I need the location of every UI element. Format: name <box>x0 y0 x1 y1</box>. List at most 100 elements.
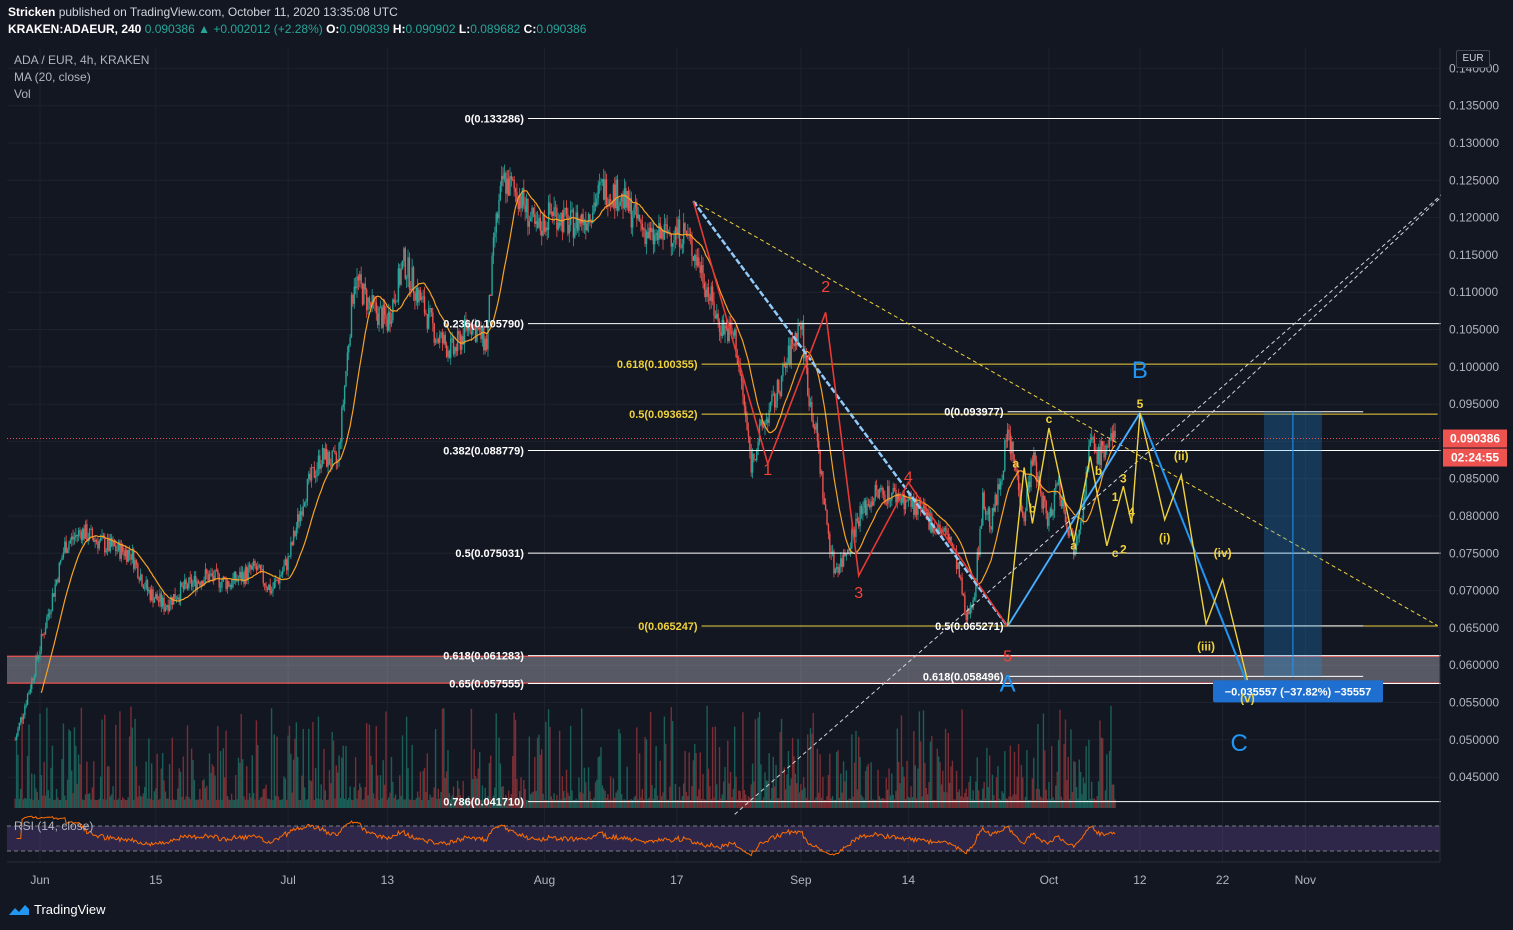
candle-body <box>1097 446 1100 464</box>
volume-bar <box>42 795 44 808</box>
candle-body <box>847 549 849 554</box>
candle-body <box>552 211 554 216</box>
volume-bar <box>137 796 139 808</box>
volume-bar <box>862 797 864 808</box>
volume-bar <box>509 797 511 808</box>
last-price-badge[interactable] <box>1443 429 1507 448</box>
volume-bar <box>796 783 798 808</box>
candle-body <box>374 301 376 303</box>
candle-body <box>200 581 202 586</box>
candle-body <box>226 581 229 589</box>
candle-body <box>509 176 511 196</box>
candle-body <box>397 268 400 302</box>
candle-body <box>609 199 612 201</box>
volume-bar <box>450 799 452 808</box>
price-tick-label: 0.080000 <box>1449 509 1499 523</box>
candle-body <box>975 583 977 598</box>
candle-body <box>466 324 468 331</box>
candle-body <box>152 589 154 603</box>
volume-bar <box>692 760 695 808</box>
volume-bar <box>761 799 763 808</box>
open-label: O: <box>326 22 340 36</box>
volume-bar <box>585 782 587 808</box>
candle-body <box>308 473 310 479</box>
candle-body <box>305 501 307 503</box>
candle-body <box>630 198 633 228</box>
candle-body <box>119 541 121 559</box>
candle-body <box>14 739 16 741</box>
candle-body <box>1063 500 1065 513</box>
candle-body <box>196 581 198 590</box>
candle-body <box>80 532 83 541</box>
volume-bar <box>574 799 576 808</box>
candle-body <box>813 427 816 430</box>
volume-bar <box>513 712 515 808</box>
volume-bar <box>217 726 219 808</box>
volume-bar <box>1092 798 1094 808</box>
footer-brand[interactable]: TradingView <box>8 902 106 917</box>
volume-bar <box>590 798 593 808</box>
volume-bar <box>592 799 594 808</box>
volume-bar <box>942 770 944 808</box>
candle-body <box>327 452 329 467</box>
volume-bar <box>1079 771 1082 808</box>
volume-bar <box>564 797 566 808</box>
candle-body <box>1104 451 1107 458</box>
candle-body <box>495 213 497 233</box>
candle-body <box>1103 445 1105 458</box>
candle-body <box>783 364 785 367</box>
candle-body <box>33 675 36 681</box>
candle-body <box>124 549 127 557</box>
publisher-name[interactable]: Stricken <box>8 5 56 19</box>
candle-body <box>812 420 814 428</box>
legend-ma[interactable]: MA (20, close) <box>14 70 91 84</box>
volume-bar <box>641 789 644 808</box>
volume-bar <box>408 799 411 808</box>
volume-bar <box>819 754 821 808</box>
volume-bar <box>739 790 741 808</box>
candle-body <box>914 498 916 515</box>
candle-body <box>113 541 116 547</box>
candle-body <box>1050 508 1053 516</box>
candle-body <box>40 633 43 651</box>
volume-bar <box>1045 789 1047 808</box>
measure-label-text: −0.035557 (−37.82%) −35557 <box>1225 686 1372 698</box>
volume-bar <box>567 792 569 808</box>
candle-body <box>829 533 831 552</box>
candle-body <box>557 222 559 230</box>
legend-rsi[interactable]: RSI (14, close) <box>14 819 94 833</box>
volume-bar <box>801 790 803 808</box>
volume-bar <box>1006 798 1009 808</box>
volume-bar <box>62 723 65 808</box>
legend-vol[interactable]: Vol <box>14 87 31 101</box>
volume-bar <box>36 791 38 808</box>
candle-body <box>583 221 586 226</box>
volume-bar <box>867 763 870 808</box>
volume-bar <box>1106 754 1108 808</box>
volume-bar <box>849 798 852 808</box>
candle-body <box>608 199 610 207</box>
volume-bar <box>43 761 45 808</box>
volume-bar <box>631 799 634 808</box>
volume-bar <box>1068 799 1071 808</box>
currency-badge[interactable]: EUR <box>1456 50 1490 68</box>
candle-body <box>947 534 950 542</box>
volume-bar <box>720 798 722 808</box>
candle-body <box>221 581 223 588</box>
volume-bar <box>1016 776 1018 808</box>
volume-bar <box>363 799 365 808</box>
candle-body <box>818 440 820 450</box>
volume-bar <box>305 799 307 808</box>
candle-body <box>1022 511 1024 516</box>
candle-body <box>991 507 994 530</box>
legend-title[interactable]: ADA / EUR, 4h, KRAKEN <box>14 53 150 67</box>
volume-bar <box>587 767 590 808</box>
candle-body <box>1024 511 1027 522</box>
candle-body <box>909 494 911 500</box>
volume-bar <box>361 799 364 808</box>
candle-body <box>354 286 357 289</box>
volume-bar <box>313 799 315 808</box>
volume-bar <box>279 799 281 808</box>
volume-bar <box>167 798 169 808</box>
